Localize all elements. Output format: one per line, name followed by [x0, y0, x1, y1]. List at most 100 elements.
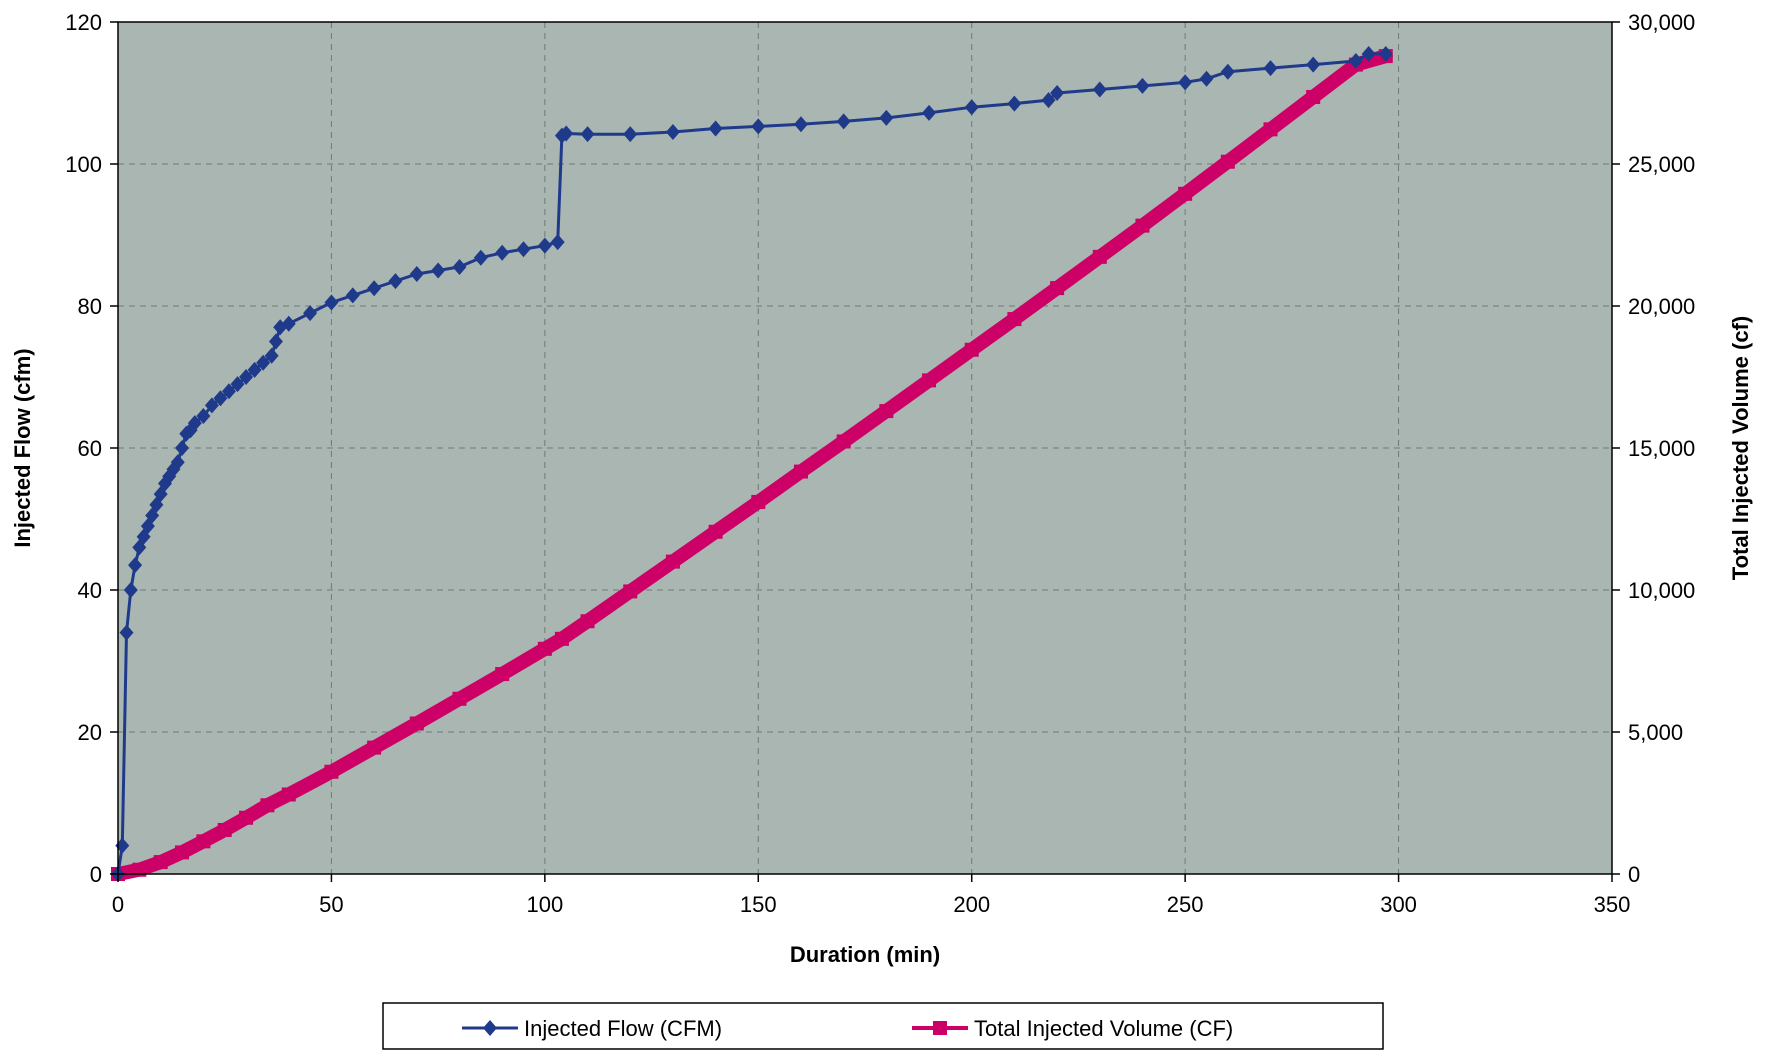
flow-point: [1361, 45, 1376, 62]
volume-point: [260, 798, 275, 813]
y-tick-label: 100: [65, 152, 102, 177]
y-tick-label: 20: [78, 720, 102, 745]
flow-point: [204, 397, 219, 414]
volume-point: [281, 787, 296, 802]
x-tick-label: 0: [112, 892, 124, 917]
volume-point: [964, 342, 979, 357]
legend-diamond-icon: [483, 1020, 497, 1036]
flow-point: [516, 241, 531, 258]
volume-point: [153, 855, 168, 870]
flow-point: [495, 244, 510, 261]
volume-point: [1092, 249, 1107, 264]
volume-point: [196, 834, 211, 849]
series-total-injected-volume: [111, 49, 1393, 881]
flow-point: [836, 113, 851, 130]
x-tick-label: 250: [1167, 892, 1204, 917]
y2-tick-label: 10,000: [1628, 578, 1695, 603]
x-axis-ticks: 0 50 100 150 200 250 300 350: [112, 874, 1630, 917]
flow-point: [1041, 92, 1056, 109]
volume-point: [554, 631, 569, 646]
flow-point: [1050, 85, 1065, 101]
flow-point: [128, 557, 143, 574]
y2-tick-label: 30,000: [1628, 10, 1695, 35]
x-tick-label: 200: [953, 892, 990, 917]
flow-point: [1220, 63, 1235, 80]
volume-point: [1263, 122, 1278, 137]
volume-point: [1050, 281, 1065, 296]
flow-point: [623, 126, 638, 143]
y2-tick-label: 0: [1628, 862, 1640, 887]
y2-tick-label: 15,000: [1628, 436, 1695, 461]
y2-tick-label: 5,000: [1628, 720, 1683, 745]
volume-point: [1135, 218, 1150, 233]
flow-point: [119, 624, 134, 641]
flow-point: [324, 294, 339, 311]
flow-point: [964, 99, 979, 116]
flow-point: [708, 120, 723, 137]
volume-point: [623, 584, 638, 599]
flow-point: [1178, 74, 1193, 91]
flow-point: [665, 124, 680, 141]
legend-item-injected-flow: Injected Flow (CFM): [462, 1016, 722, 1041]
volume-point: [708, 524, 723, 539]
flow-point: [239, 369, 254, 385]
flow-point: [170, 454, 185, 471]
flow-point: [187, 415, 202, 432]
volume-point: [409, 716, 424, 731]
flow-point: [268, 333, 283, 350]
flow-point: [1199, 70, 1214, 87]
flow-point: [196, 408, 211, 425]
y2-axis-title: Total Injected Volume (cf): [1728, 316, 1753, 580]
y-axis-title: Injected Flow (cfm): [10, 348, 35, 547]
flow-point: [452, 258, 467, 275]
flow-point: [1378, 45, 1393, 62]
volume-point: [793, 464, 808, 479]
flow-point: [793, 116, 808, 133]
y2-axis-ticks: 0 5,000 10,000 15,000 20,000 25,000 30,000: [1612, 10, 1695, 887]
flow-point: [550, 234, 565, 251]
y2-tick-label: 20,000: [1628, 294, 1695, 319]
flow-point: [247, 361, 262, 378]
gridlines: [118, 22, 1612, 874]
flow-point: [559, 125, 574, 142]
series-layer: [111, 45, 1393, 882]
volume-point: [239, 810, 254, 825]
flow-point: [1263, 60, 1278, 77]
volume-point: [665, 554, 680, 569]
volume-point: [922, 373, 937, 388]
volume-point: [324, 764, 339, 779]
flow-point: [230, 376, 245, 393]
volume-point: [879, 404, 894, 419]
series-injected-flow: [111, 45, 1393, 882]
volume-point: [217, 822, 232, 837]
volume-point: [1178, 186, 1193, 201]
y-tick-label: 60: [78, 436, 102, 461]
flow-point: [879, 109, 894, 126]
volume-point: [175, 845, 190, 860]
x-axis-title: Duration (min): [790, 942, 940, 967]
flow-point: [473, 249, 488, 266]
flow-point: [123, 582, 138, 598]
volume-point: [751, 494, 766, 509]
volume-point: [452, 691, 467, 706]
flow-point: [1135, 77, 1150, 94]
flow-point: [922, 104, 937, 121]
x-tick-label: 350: [1594, 892, 1631, 917]
x-tick-label: 300: [1380, 892, 1417, 917]
y-tick-label: 80: [78, 294, 102, 319]
volume-point: [495, 667, 510, 682]
flow-point: [303, 305, 318, 322]
flow-point: [537, 237, 552, 254]
legend-square-icon: [933, 1021, 947, 1035]
flow-point: [256, 354, 271, 371]
flow-point: [345, 287, 360, 304]
volume-point: [1306, 89, 1321, 104]
volume-point: [580, 614, 595, 629]
flow-point: [431, 262, 446, 279]
flow-point: [1306, 56, 1321, 73]
x-tick-label: 50: [319, 892, 343, 917]
y-tick-label: 120: [65, 10, 102, 35]
flow-point: [388, 273, 403, 290]
x-tick-label: 100: [526, 892, 563, 917]
